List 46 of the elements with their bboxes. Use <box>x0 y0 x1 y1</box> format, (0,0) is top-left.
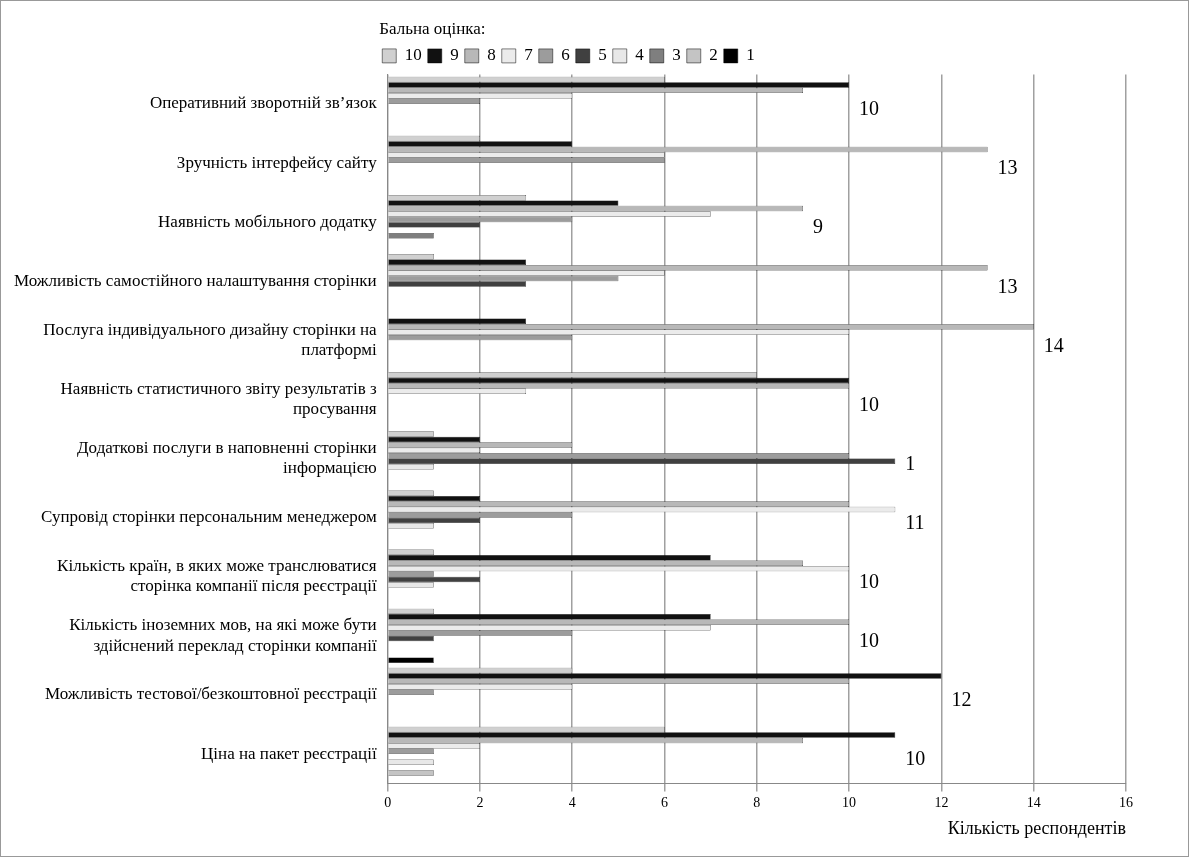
y-tick-label: Супровід сторінки персональним менеджером <box>41 507 377 527</box>
x-tick-label: 4 <box>568 794 576 810</box>
x-tick-label: 12 <box>934 794 949 810</box>
y-tick-label: Наявність статистичного звіту результатів з просування <box>60 378 377 419</box>
y-tick-label: Зручність інтерфейсу сайту <box>176 152 378 172</box>
legend-label: 8 <box>487 45 496 65</box>
x-axis-title: Кількість респондентів <box>947 817 1126 838</box>
annotation: 10 <box>905 747 926 770</box>
legend-label: 7 <box>524 45 534 65</box>
annotation: 12 <box>951 688 972 711</box>
annotation: 10 <box>859 570 880 592</box>
y-tick-label: Можливість самостійного налаштування сторінки <box>14 270 377 290</box>
annotation: 10 <box>859 97 880 120</box>
legend-label: 4 <box>635 45 645 65</box>
annotation: 10 <box>859 629 880 652</box>
y-tick-label: Послуга індивідуального дизайну сторінки на платформі <box>43 319 378 360</box>
legend-label: 1 <box>746 45 755 65</box>
legend-label: 9 <box>450 45 459 65</box>
y-tick-label: Наявність мобільного додатку <box>158 211 378 231</box>
bar <box>388 657 434 664</box>
annotation: 1 <box>905 451 916 474</box>
x-tick-label: 2 <box>476 794 484 810</box>
y-tick-label: Ціна на пакет реєстрації <box>201 743 377 763</box>
y-tick-label: Додаткові послуги в наповненні сторінки інформацією <box>77 437 377 478</box>
legend-label: 5 <box>598 45 607 65</box>
annotation: 9 <box>812 215 823 238</box>
y-tick-label: Кількість країн, в яких може транслюватися сторінка компанії після реєстрації <box>57 556 377 596</box>
annotation: 14 <box>1043 333 1064 356</box>
x-tick-label: 10 <box>842 794 857 810</box>
annotation: 13 <box>997 274 1018 297</box>
y-tick-label: Кількість іноземних мов, на які може бути здійснений переклад сторінки компанії <box>69 615 377 655</box>
legend-title: Бальна оцінка: <box>379 18 486 38</box>
legend-label: 3 <box>672 45 681 65</box>
y-tick-label: Можливість тестової/безкоштовної реєстрації <box>45 684 377 704</box>
legend-label: 6 <box>561 45 570 65</box>
x-tick-label: 8 <box>753 794 761 810</box>
annotation: 11 <box>905 510 925 533</box>
x-tick-label: 0 <box>384 794 392 810</box>
y-tick-label: Оперативний зворотній зв’язок <box>149 93 378 113</box>
annotation: 10 <box>859 392 880 415</box>
x-tick-label: 16 <box>1119 794 1133 810</box>
x-tick-label: 6 <box>661 794 669 810</box>
annotation: 13 <box>997 156 1018 179</box>
legend-label: 2 <box>709 45 718 65</box>
x-tick-label: 14 <box>1026 794 1041 810</box>
legend-label: 10 <box>404 45 422 65</box>
